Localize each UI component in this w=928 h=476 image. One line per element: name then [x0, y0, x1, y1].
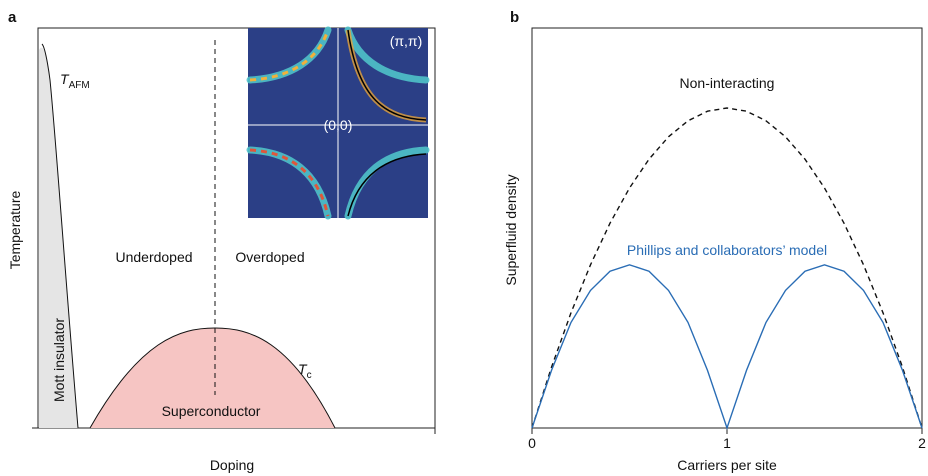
- figure: a TAFM Tc Mott insulator Underdoped Over…: [0, 0, 928, 476]
- region-label: Underdoped: [115, 249, 192, 265]
- subscript: c: [307, 370, 312, 381]
- panel-label: b: [510, 9, 519, 26]
- axis-label: Doping: [210, 457, 254, 473]
- x-tick-label: 1: [723, 435, 731, 451]
- region-label: Mott insulator: [51, 318, 67, 402]
- panel-label: a: [8, 9, 17, 26]
- series-label: Non-interacting: [680, 75, 775, 91]
- x-tick-label: 2: [918, 435, 926, 451]
- axis-label: Carriers per site: [677, 457, 777, 473]
- series-label: Phillips and collaborators’ model: [627, 242, 827, 258]
- t-afm: TAFM: [60, 71, 90, 91]
- series-line: [532, 108, 922, 428]
- inset-label: (π,π): [390, 33, 423, 49]
- series-line: [532, 265, 922, 428]
- axis-label: Superfluid density: [503, 174, 519, 285]
- axis-label: Temperature: [7, 190, 23, 269]
- subscript: AFM: [69, 80, 90, 91]
- region-label: Overdoped: [235, 249, 304, 265]
- inset: (π,π) (0,0): [248, 28, 428, 218]
- inset-label: (0,0): [324, 117, 353, 133]
- x-tick-label: 0: [528, 435, 536, 451]
- region-label: Superconductor: [162, 403, 261, 419]
